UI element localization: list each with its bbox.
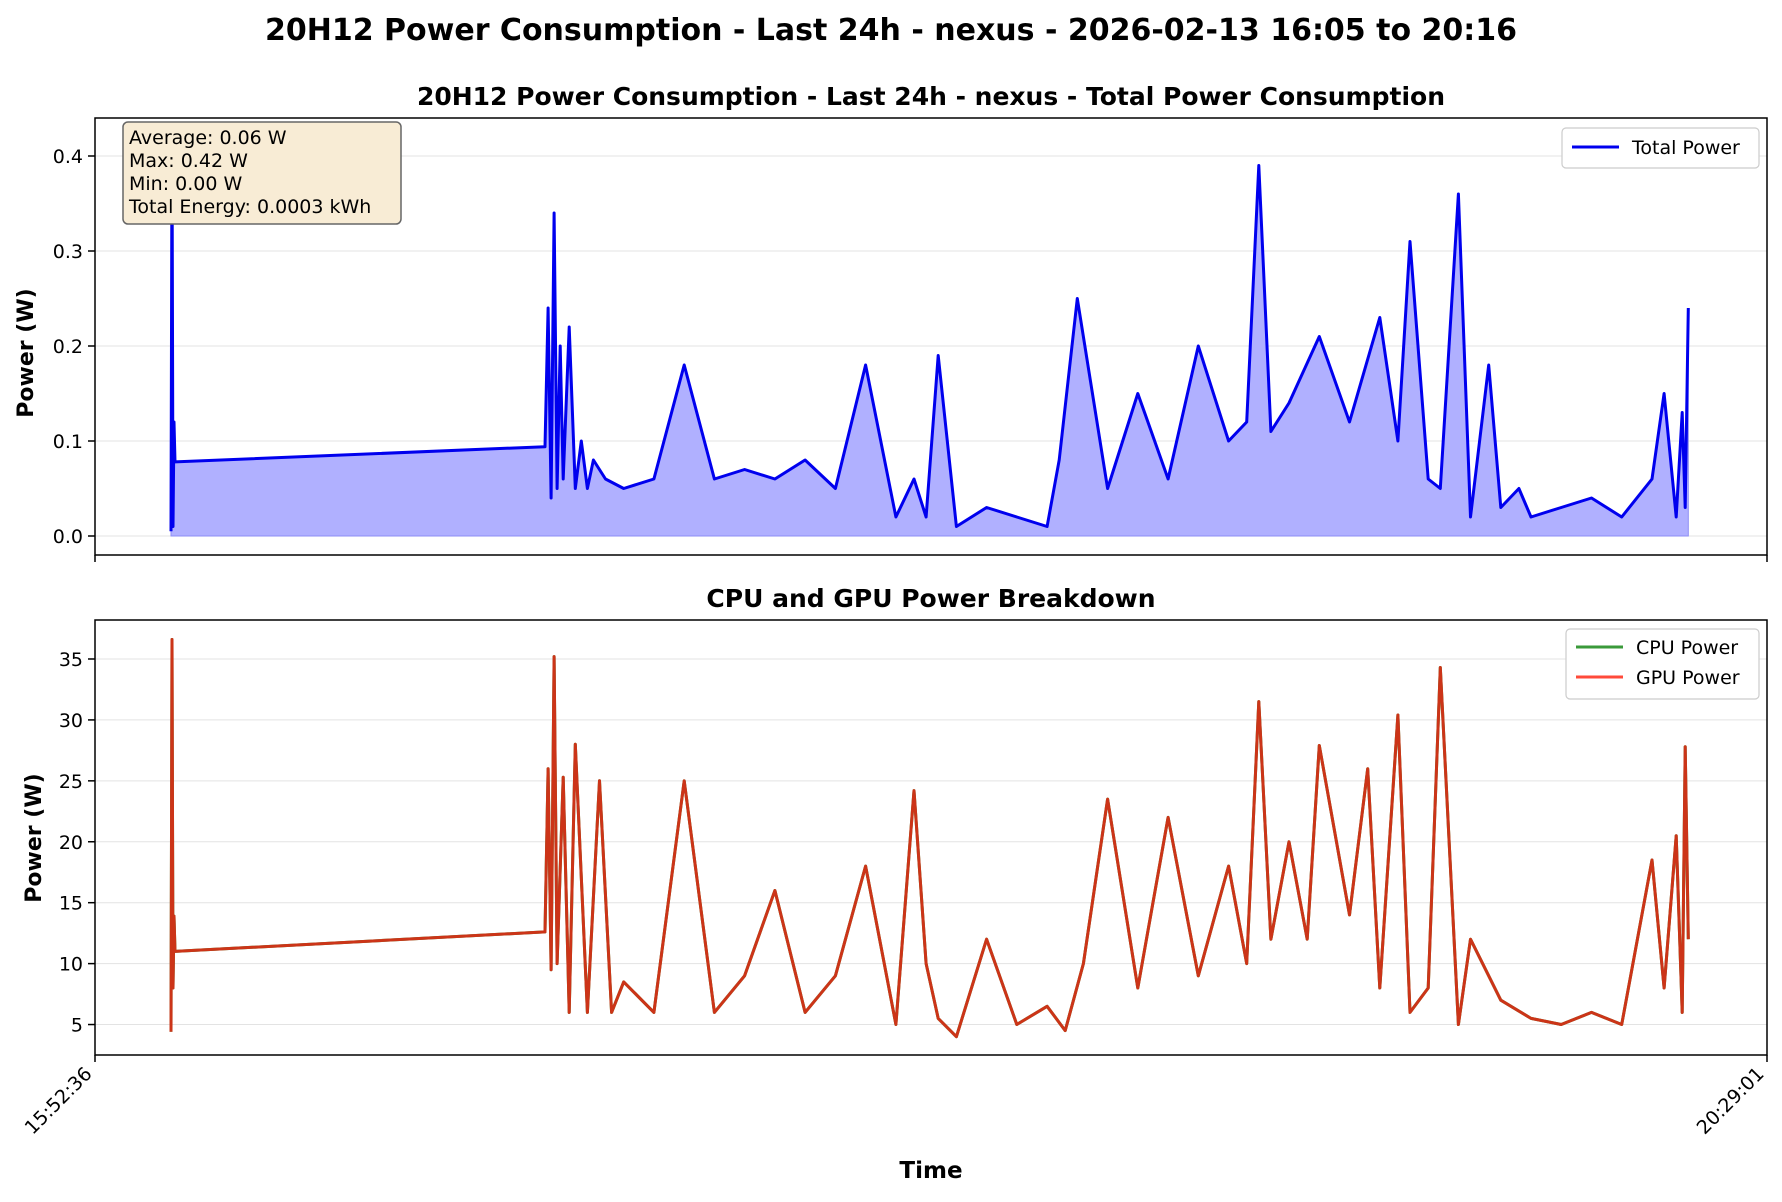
figure-suptitle: 20H12 Power Consumption - Last 24h - nex… bbox=[265, 13, 1517, 48]
panel-2-ytick-label: 5 bbox=[71, 1015, 83, 1037]
panel-1-legend[interactable]: Total Power bbox=[1561, 127, 1760, 169]
panel-2-ylabel: Power (W) bbox=[22, 773, 47, 902]
panel-1-frame bbox=[94, 117, 1768, 556]
panel-2-gridlines bbox=[95, 658, 1767, 1026]
panel-2-ytick-label: 10 bbox=[59, 954, 83, 976]
stats-average: Average: 0.06 W bbox=[129, 127, 287, 149]
panel-2-ytick-label: 25 bbox=[59, 771, 83, 793]
stats-box-background bbox=[122, 121, 402, 225]
xtick-label-start: 15:52:36 bbox=[21, 1063, 97, 1139]
panel-cpu-gpu: CPU and GPU Power Breakdown Power (W) 5 1… bbox=[21, 584, 1769, 1184]
xtick-label-end: 20:29:01 bbox=[1693, 1063, 1769, 1139]
legend-gpu-power-label: GPU Power bbox=[1636, 667, 1740, 689]
panel-1-ytick-label: 0.0 bbox=[53, 526, 83, 548]
panel-total-power: 20H12 Power Consumption - Last 24h - nex… bbox=[14, 82, 1768, 562]
panel-2-ytick-label: 15 bbox=[59, 893, 83, 915]
panel-2-ytick-label: 20 bbox=[59, 832, 83, 854]
panel-1-ytick-label: 0.1 bbox=[53, 431, 83, 453]
panel-2-ytick-label: 30 bbox=[59, 710, 83, 732]
legend-cpu-power-label: CPU Power bbox=[1636, 637, 1738, 659]
panel-2-title: CPU and GPU Power Breakdown bbox=[706, 584, 1155, 613]
series-total-power-line bbox=[169, 135, 1690, 532]
panel-1-title: 20H12 Power Consumption - Last 24h - nex… bbox=[417, 82, 1445, 111]
legend-total-power-label: Total Power bbox=[1631, 137, 1740, 159]
panel-1-ytick-label: 0.4 bbox=[53, 146, 83, 168]
panel-2-ytick-label: 35 bbox=[59, 649, 83, 671]
stats-box: Average: 0.06 W Max: 0.42 W Min: 0.00 W … bbox=[122, 121, 402, 225]
stats-total-energy: Total Energy: 0.0003 kWh bbox=[128, 196, 371, 218]
figure-xlabel: Time bbox=[899, 1158, 962, 1184]
series-gpu-power-line bbox=[169, 638, 1690, 1039]
panel-1-ylabel: Power (W) bbox=[14, 288, 39, 417]
panel-2-frame bbox=[94, 619, 1768, 1056]
stats-max: Max: 0.42 W bbox=[129, 150, 248, 172]
panel-2-yticks: 5 10 15 20 25 30 35 bbox=[59, 649, 95, 1037]
stats-min: Min: 0.00 W bbox=[129, 173, 242, 195]
panel-1-ytick-label: 0.2 bbox=[53, 336, 83, 358]
panel-2-legend[interactable]: CPU Power GPU Power bbox=[1565, 628, 1760, 700]
panel-1-ytick-label: 0.3 bbox=[53, 241, 83, 263]
panel-1-yticks: 0.0 0.1 0.2 0.3 0.4 bbox=[53, 146, 95, 548]
panel-1-legend-box bbox=[1561, 127, 1760, 169]
